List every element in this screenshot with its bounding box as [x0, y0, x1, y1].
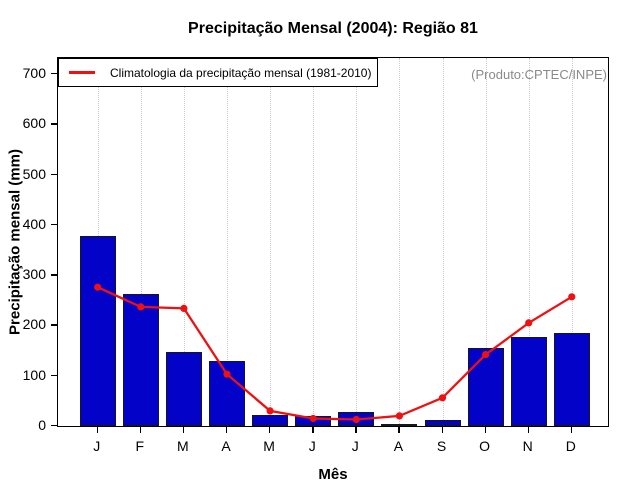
x-axis-tick	[484, 427, 486, 433]
plot-area	[57, 57, 609, 427]
x-axis-tick-label: J	[93, 438, 101, 454]
precipitation-bar	[209, 361, 245, 426]
x-axis-tick-label: O	[479, 438, 491, 454]
legend-label: Climatologia da precipitação mensal (198…	[110, 65, 372, 80]
precipitation-bar	[467, 347, 504, 426]
x-axis-title: Mês	[318, 466, 348, 483]
x-axis-tick	[182, 427, 185, 433]
precipitation-bar	[295, 416, 332, 426]
precipitation-bar	[338, 412, 375, 426]
y-axis-tick-label: 0	[38, 417, 46, 433]
y-axis-tick-label: 300	[22, 266, 46, 283]
x-axis-tick-label: S	[436, 438, 447, 454]
gridline-month	[399, 58, 401, 426]
x-axis-tick-label: M	[177, 438, 189, 454]
gridline-month	[313, 58, 315, 426]
x-axis-tick	[96, 427, 99, 433]
legend-line-sample	[69, 71, 95, 74]
gridline-month	[442, 58, 444, 426]
x-axis-tick-label: J	[308, 438, 316, 454]
y-axis-tick	[51, 425, 57, 427]
y-axis-tick-label: 100	[22, 366, 46, 383]
x-axis-tick-label: D	[565, 438, 576, 454]
y-axis-tick	[51, 374, 57, 377]
x-axis-tick	[398, 427, 400, 433]
gridline-month	[270, 58, 272, 426]
x-axis-tick	[441, 427, 443, 433]
x-axis-tick-label: F	[135, 438, 145, 454]
precipitation-bar	[510, 337, 547, 426]
gridline-month	[356, 58, 358, 426]
precipitation-bar	[424, 420, 461, 426]
x-axis-tick-label: A	[221, 438, 231, 454]
y-axis-tick-label: 200	[22, 316, 46, 333]
gridline-month	[227, 58, 228, 426]
gridline-month	[485, 58, 487, 426]
gridline-month	[571, 58, 573, 426]
legend-box: Climatologia da precipitação mensal (198…	[58, 58, 378, 87]
x-axis-tick-label: A	[393, 438, 404, 454]
x-axis-tick	[269, 427, 271, 433]
precipitation-bar	[252, 414, 289, 426]
x-axis-tick-label: J	[351, 438, 359, 454]
chart-title: Precipitação Mensal (2004): Região 81	[188, 20, 478, 37]
y-axis-tick	[51, 123, 57, 125]
precipitation-bar	[381, 424, 418, 426]
x-axis-tick	[355, 427, 357, 433]
y-axis-tick	[51, 173, 57, 176]
y-axis-tick	[51, 274, 57, 276]
y-axis-tick	[51, 73, 57, 75]
gridline-month	[140, 58, 142, 426]
x-axis-tick	[527, 427, 530, 433]
precipitation-bar	[553, 332, 590, 426]
x-axis-tick	[570, 427, 573, 433]
product-annotation: (Produto:CPTEC/INPE)	[471, 67, 607, 82]
precipitation-bar	[165, 351, 202, 426]
precipitation-bar	[79, 235, 116, 426]
y-axis-tick-label: 400	[22, 215, 46, 232]
x-axis-tick-label: M	[263, 438, 275, 454]
gridline-month	[528, 58, 530, 426]
y-axis-tick	[51, 223, 57, 226]
y-axis-tick	[51, 324, 57, 326]
y-axis-tick-label: 700	[22, 65, 46, 82]
precipitation-bar	[122, 294, 159, 426]
y-axis-tick-label: 500	[22, 165, 46, 182]
x-axis-tick	[312, 427, 314, 433]
x-axis-tick	[139, 427, 142, 433]
x-axis-tick-label: N	[522, 438, 533, 454]
x-axis-tick	[226, 427, 228, 433]
y-axis-tick-label: 600	[22, 115, 46, 132]
gridline-month	[183, 58, 185, 426]
